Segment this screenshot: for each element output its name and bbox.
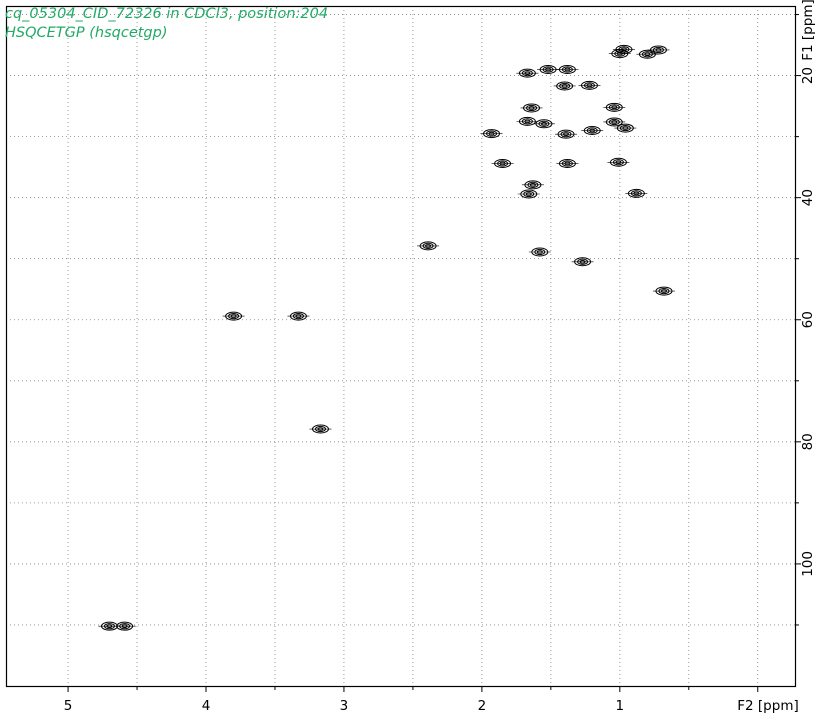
contour-peak	[571, 257, 594, 267]
contour-peaks	[98, 44, 675, 631]
contour-peak	[553, 81, 576, 91]
contour-peak	[555, 129, 578, 139]
x-tick-label: 5	[64, 698, 73, 714]
grid-lines	[6, 6, 795, 686]
contour-peak	[556, 64, 579, 74]
contour-peak	[647, 45, 670, 55]
y-axis-label: F1 [ppm]	[800, 0, 816, 61]
chart-title: cq_05304_CID_72326 in CDCl3, position:20…	[5, 6, 329, 22]
contour-peak	[581, 126, 604, 136]
contour-peak	[652, 286, 675, 296]
contour-peak	[528, 247, 551, 257]
contour-peak	[636, 49, 659, 59]
plot-frame	[5, 5, 797, 688]
x-axis-ticks: 5 4 3 2 1	[64, 686, 759, 714]
x-tick-label: 2	[478, 698, 487, 714]
contour-peak	[309, 424, 332, 434]
x-tick-label: 4	[202, 698, 211, 714]
y-tick-label: 20	[800, 67, 816, 84]
contour-peak	[532, 119, 555, 129]
contour-peak	[537, 64, 560, 74]
contour-peak	[287, 311, 310, 321]
contour-peak	[603, 102, 626, 112]
x-axis-label: F2 [ppm]	[737, 698, 798, 714]
contour-peak	[603, 117, 626, 127]
y-tick-label: 80	[800, 433, 816, 450]
contour-peak	[517, 189, 540, 199]
contour-peak	[625, 188, 648, 198]
contour-peak	[417, 241, 440, 251]
contour-peak	[614, 123, 637, 133]
contour-peak	[491, 158, 514, 168]
contour-peak	[480, 129, 503, 139]
contour-peak	[612, 44, 635, 54]
contour-peak	[222, 311, 245, 321]
contour-peak	[516, 68, 539, 78]
y-tick-label: 100	[800, 551, 816, 577]
y-tick-label: 60	[800, 311, 816, 328]
contour-peak	[520, 103, 543, 113]
y-axis-ticks: 20 40 60 80 100	[795, 14, 816, 626]
y-tick-label: 40	[800, 189, 816, 206]
contour-peak	[578, 80, 601, 90]
contour-peak	[516, 116, 539, 126]
contour-peak	[607, 157, 630, 167]
contour-peak	[521, 180, 544, 190]
chart-subtitle: HSQCETGP (hsqcetgp)	[5, 25, 168, 41]
x-tick-label: 1	[616, 698, 625, 714]
contour-peak	[556, 158, 579, 168]
x-tick-label: 3	[340, 698, 349, 714]
contour-peak	[113, 621, 136, 631]
